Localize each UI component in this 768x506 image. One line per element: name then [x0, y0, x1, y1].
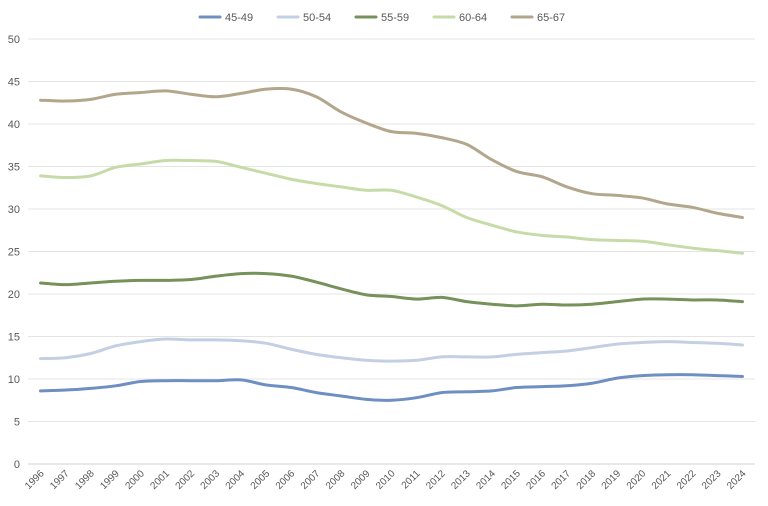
legend-label-45-49: 45-49: [225, 12, 253, 24]
legend-label-60-64: 60-64: [459, 12, 487, 24]
x-tick-label: 2006: [274, 468, 298, 492]
x-tick-label: 2014: [474, 468, 498, 492]
x-tick-label: 2008: [324, 468, 348, 492]
y-tick-label: 40: [8, 119, 20, 131]
x-tick-label: 2004: [224, 468, 248, 492]
legend-label-50-54: 50-54: [303, 12, 331, 24]
y-tick-label: 35: [8, 162, 20, 174]
x-tick-label: 2001: [148, 468, 172, 492]
x-tick-label: 2009: [349, 468, 373, 492]
series-line-60-64: [39, 158, 744, 255]
x-tick-label: 2011: [400, 468, 423, 491]
x-tick-label: 2013: [449, 468, 473, 492]
x-tick-label: 1997: [48, 468, 72, 492]
y-tick-label: 50: [8, 34, 20, 46]
x-tick-label: 2021: [650, 468, 674, 492]
x-tick-label: 2017: [550, 468, 574, 492]
series-line-55-59: [39, 271, 744, 308]
x-axis: 1996 1997 1998 1999 2000 2001 2002 2003 2004 2005…: [23, 468, 749, 492]
series-lines: [39, 86, 744, 402]
x-tick-label: 2018: [575, 468, 599, 492]
x-tick-label: 2023: [700, 468, 724, 492]
y-axis: 0 5 10 15 20 25 30 35 40 45 50: [8, 34, 20, 471]
x-tick-label: 2020: [625, 468, 649, 492]
series-line-45-49: [39, 373, 744, 402]
y-tick-label: 10: [8, 374, 20, 386]
y-tick-label: 30: [8, 204, 20, 216]
legend-label-65-67: 65-67: [537, 12, 565, 24]
y-tick-label: 0: [14, 459, 20, 471]
y-tick-label: 5: [14, 417, 20, 429]
series-line-50-54: [39, 337, 744, 363]
x-tick-label: 2010: [374, 468, 398, 492]
series-line-65-67: [39, 86, 744, 219]
x-tick-label: 2007: [299, 468, 323, 492]
y-tick-label: 45: [8, 77, 20, 89]
x-tick-label: 2002: [174, 468, 198, 492]
legend: 45-49 50-54 55-59 60-64 65-67: [198, 12, 565, 24]
y-tick-label: 15: [8, 332, 20, 344]
x-tick-label: 1999: [98, 468, 122, 492]
x-tick-label: 2012: [424, 468, 448, 492]
x-tick-label: 2024: [725, 468, 749, 492]
x-tick-label: 1996: [23, 468, 47, 492]
x-tick-label: 2003: [199, 468, 223, 492]
x-tick-label: 1998: [73, 468, 97, 492]
x-tick-label: 2016: [525, 468, 549, 492]
x-tick-label: 2022: [675, 468, 699, 492]
x-tick-label: 2015: [499, 468, 523, 492]
y-tick-label: 20: [8, 289, 20, 301]
y-tick-label: 25: [8, 247, 20, 259]
legend-label-55-59: 55-59: [381, 12, 409, 24]
gridlines: [28, 38, 755, 465]
x-tick-label: 2019: [600, 468, 624, 492]
x-tick-label: 2005: [249, 468, 273, 492]
x-tick-label: 2000: [123, 468, 147, 492]
